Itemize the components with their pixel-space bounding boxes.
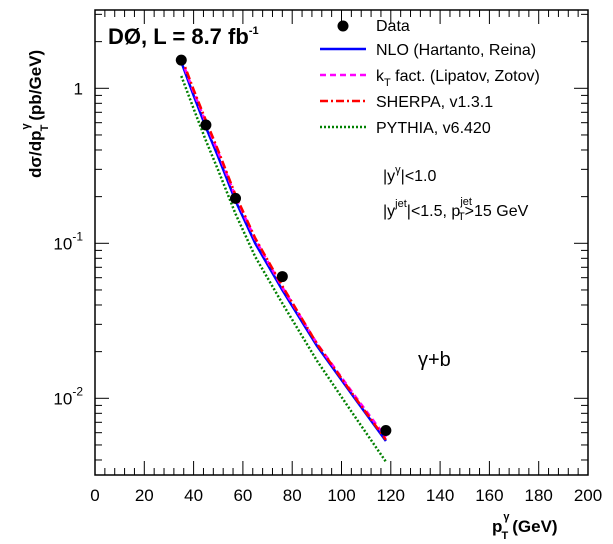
curve-kt	[180, 58, 387, 439]
theory-curves	[180, 56, 387, 463]
x-tick-label: 180	[525, 486, 553, 505]
x-tick-label: 200	[574, 486, 602, 505]
x-tick-label: 140	[426, 486, 454, 505]
process-label: γ+b	[418, 349, 451, 371]
y-tick-label: 10-1	[53, 229, 83, 253]
y-tick-label: 10-2	[53, 384, 83, 408]
y-ticks: 1 10-1 10-2	[53, 13, 588, 461]
x-tick-label: 120	[377, 486, 405, 505]
legend-label: kT fact. (Lipatov, Zotov)	[376, 68, 540, 89]
data-points	[175, 54, 392, 436]
legend-label: NLO (Hartanto, Reina)	[376, 42, 536, 59]
legend: Data NLO (Hartanto, Reina) kT fact. (Lipat…	[320, 18, 540, 137]
legend-marker	[337, 20, 349, 32]
cut-jet: |yjet|<1.5, pjet T>15 GeV	[383, 196, 529, 223]
cut-photon-rapidity: |yγ|<1.0	[383, 164, 437, 185]
curve-nlo	[180, 61, 387, 442]
legend-label: SHERPA, v1.3.1	[376, 94, 493, 111]
x-tick-label: 100	[327, 486, 355, 505]
x-tick-label: 0	[90, 486, 99, 505]
x-tick-label: 20	[135, 486, 154, 505]
y-tick-label: 1	[74, 79, 83, 98]
legend-label: PYTHIA, v6.420	[376, 120, 491, 137]
x-ticks: 0 20 40 60 80 100 120 140 160 180 200	[90, 10, 602, 505]
data-point	[230, 192, 242, 204]
experiment-label: DØ, L = 8.7 fb-1	[108, 24, 259, 49]
data-point	[200, 119, 212, 131]
curve-sherpa	[180, 56, 387, 441]
x-axis-title: pγ T (GeV)	[492, 511, 558, 542]
x-tick-label: 60	[233, 486, 252, 505]
x-tick-label: 40	[184, 486, 203, 505]
data-point	[175, 54, 187, 66]
x-tick-label: 80	[283, 486, 302, 505]
data-point	[276, 271, 288, 283]
curve-pythia	[180, 75, 387, 463]
x-tick-label: 160	[475, 486, 503, 505]
data-point	[380, 424, 392, 436]
y-axis-title: dσ/dpγ T(pb/GeV)	[20, 50, 51, 178]
legend-label: Data	[376, 18, 410, 35]
kinematic-cuts: |yγ|<1.0 |yjet|<1.5, pjet T>15 GeV	[383, 164, 529, 223]
